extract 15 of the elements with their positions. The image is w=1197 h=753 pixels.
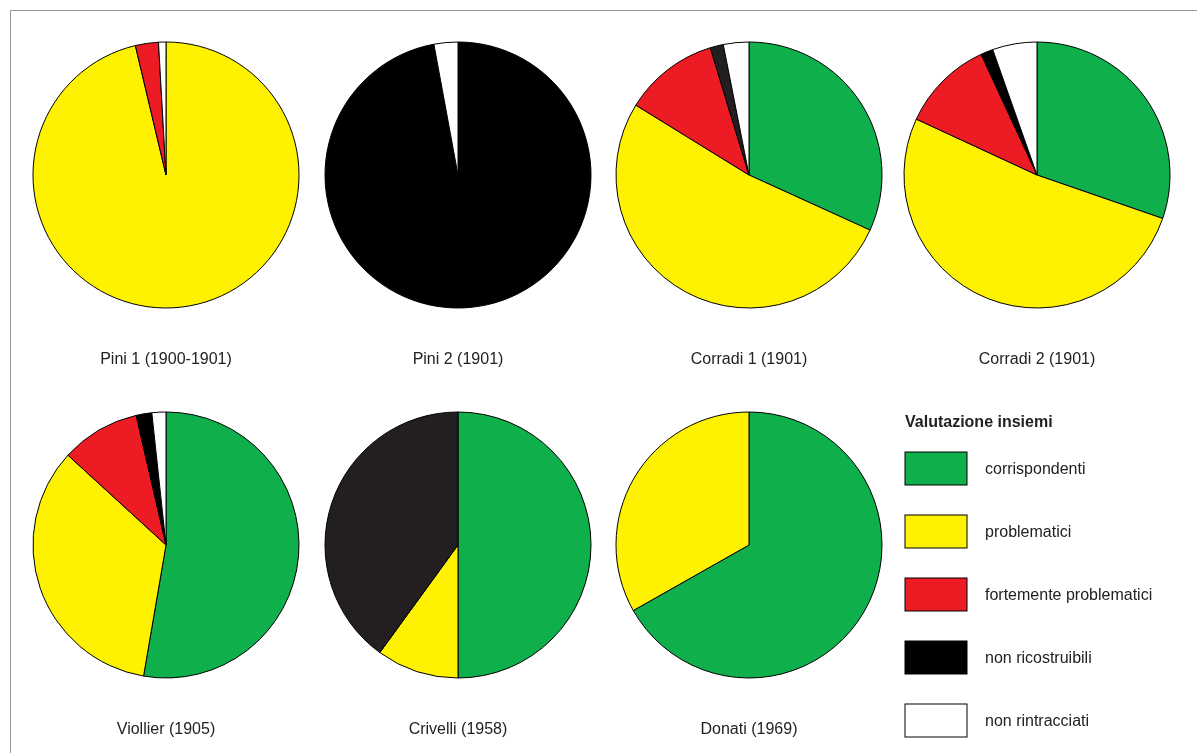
legend-label: non ricostruibili (985, 649, 1092, 666)
text: Corradi 2 (1901) (978, 350, 1096, 367)
text: Donati (1969) (700, 720, 798, 737)
text: Pini 2 (1901) (412, 350, 504, 367)
legend-label: fortemente problematici (985, 586, 1153, 603)
legend-label: problematici (985, 523, 1072, 540)
text: Viollier (1905) (116, 720, 216, 737)
legend-label: non rintracciati (985, 712, 1090, 729)
pie-slice (32, 41, 300, 309)
text: Pini 1 (1900-1901) (100, 350, 232, 367)
pie-slice (324, 41, 592, 309)
text: Corradi 1 (1901) (690, 350, 808, 367)
text: Crivelli (1958) (408, 720, 508, 737)
legend-label: corrispondenti (985, 460, 1086, 477)
legend-title: Valutazione insiemi (905, 413, 1053, 430)
